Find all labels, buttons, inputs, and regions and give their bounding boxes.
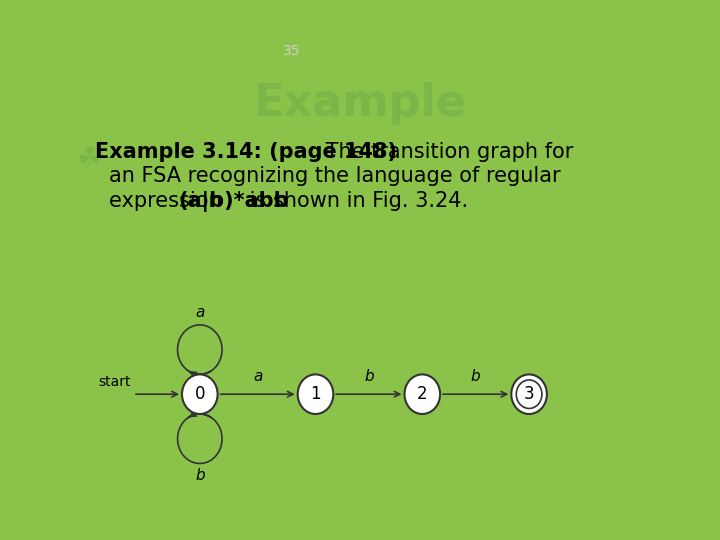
Text: The transition graph for: The transition graph for [319, 141, 573, 162]
Text: Example 3.14: (page 148): Example 3.14: (page 148) [95, 141, 397, 162]
Text: 2: 2 [417, 385, 428, 403]
Text: start: start [98, 375, 130, 389]
Text: 3: 3 [523, 385, 534, 403]
Text: an FSA recognizing the language of regular: an FSA recognizing the language of regul… [109, 166, 561, 186]
Text: b: b [364, 369, 374, 384]
Circle shape [182, 374, 217, 414]
Text: is shown in Fig. 3.24.: is shown in Fig. 3.24. [243, 191, 468, 211]
Text: b: b [195, 468, 204, 483]
Text: ☘: ☘ [77, 145, 102, 173]
Text: a: a [253, 369, 262, 384]
Text: 0: 0 [194, 385, 205, 403]
Circle shape [297, 374, 333, 414]
Text: expression: expression [109, 191, 228, 211]
Circle shape [511, 374, 547, 414]
Circle shape [405, 374, 440, 414]
Text: 1: 1 [310, 385, 321, 403]
Text: (a|b)*abb: (a|b)*abb [179, 191, 289, 212]
Text: 35: 35 [284, 44, 301, 58]
Text: Example: Example [253, 82, 467, 125]
Text: b: b [471, 369, 480, 384]
Text: a: a [195, 305, 204, 320]
